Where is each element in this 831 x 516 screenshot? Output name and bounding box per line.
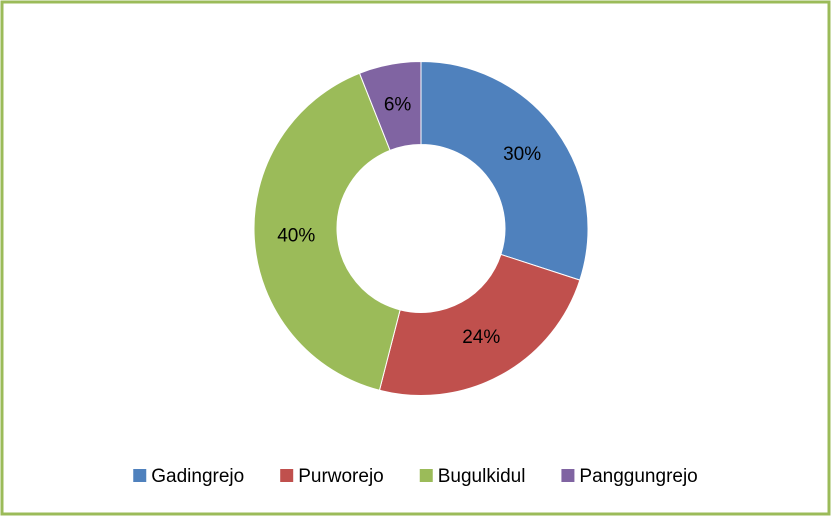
- donut-slice: [253, 72, 401, 391]
- legend-swatch: [419, 469, 433, 482]
- donut-slice: [420, 60, 589, 281]
- legend-swatch: [133, 469, 147, 482]
- legend-label: Gadingrejo: [151, 466, 244, 487]
- legend-label: Bugulkidul: [438, 466, 526, 487]
- data-label: 6%: [384, 95, 412, 116]
- data-label: 40%: [277, 225, 315, 246]
- donut-slice: [358, 60, 422, 152]
- legend-label: Purworejo: [298, 466, 384, 487]
- legend-label: Panggungrejo: [579, 466, 697, 487]
- legend-swatch: [561, 469, 575, 482]
- legend-swatch: [280, 469, 294, 482]
- data-label: 30%: [503, 144, 541, 165]
- donut-slice: [378, 253, 581, 396]
- data-label: 24%: [462, 327, 500, 348]
